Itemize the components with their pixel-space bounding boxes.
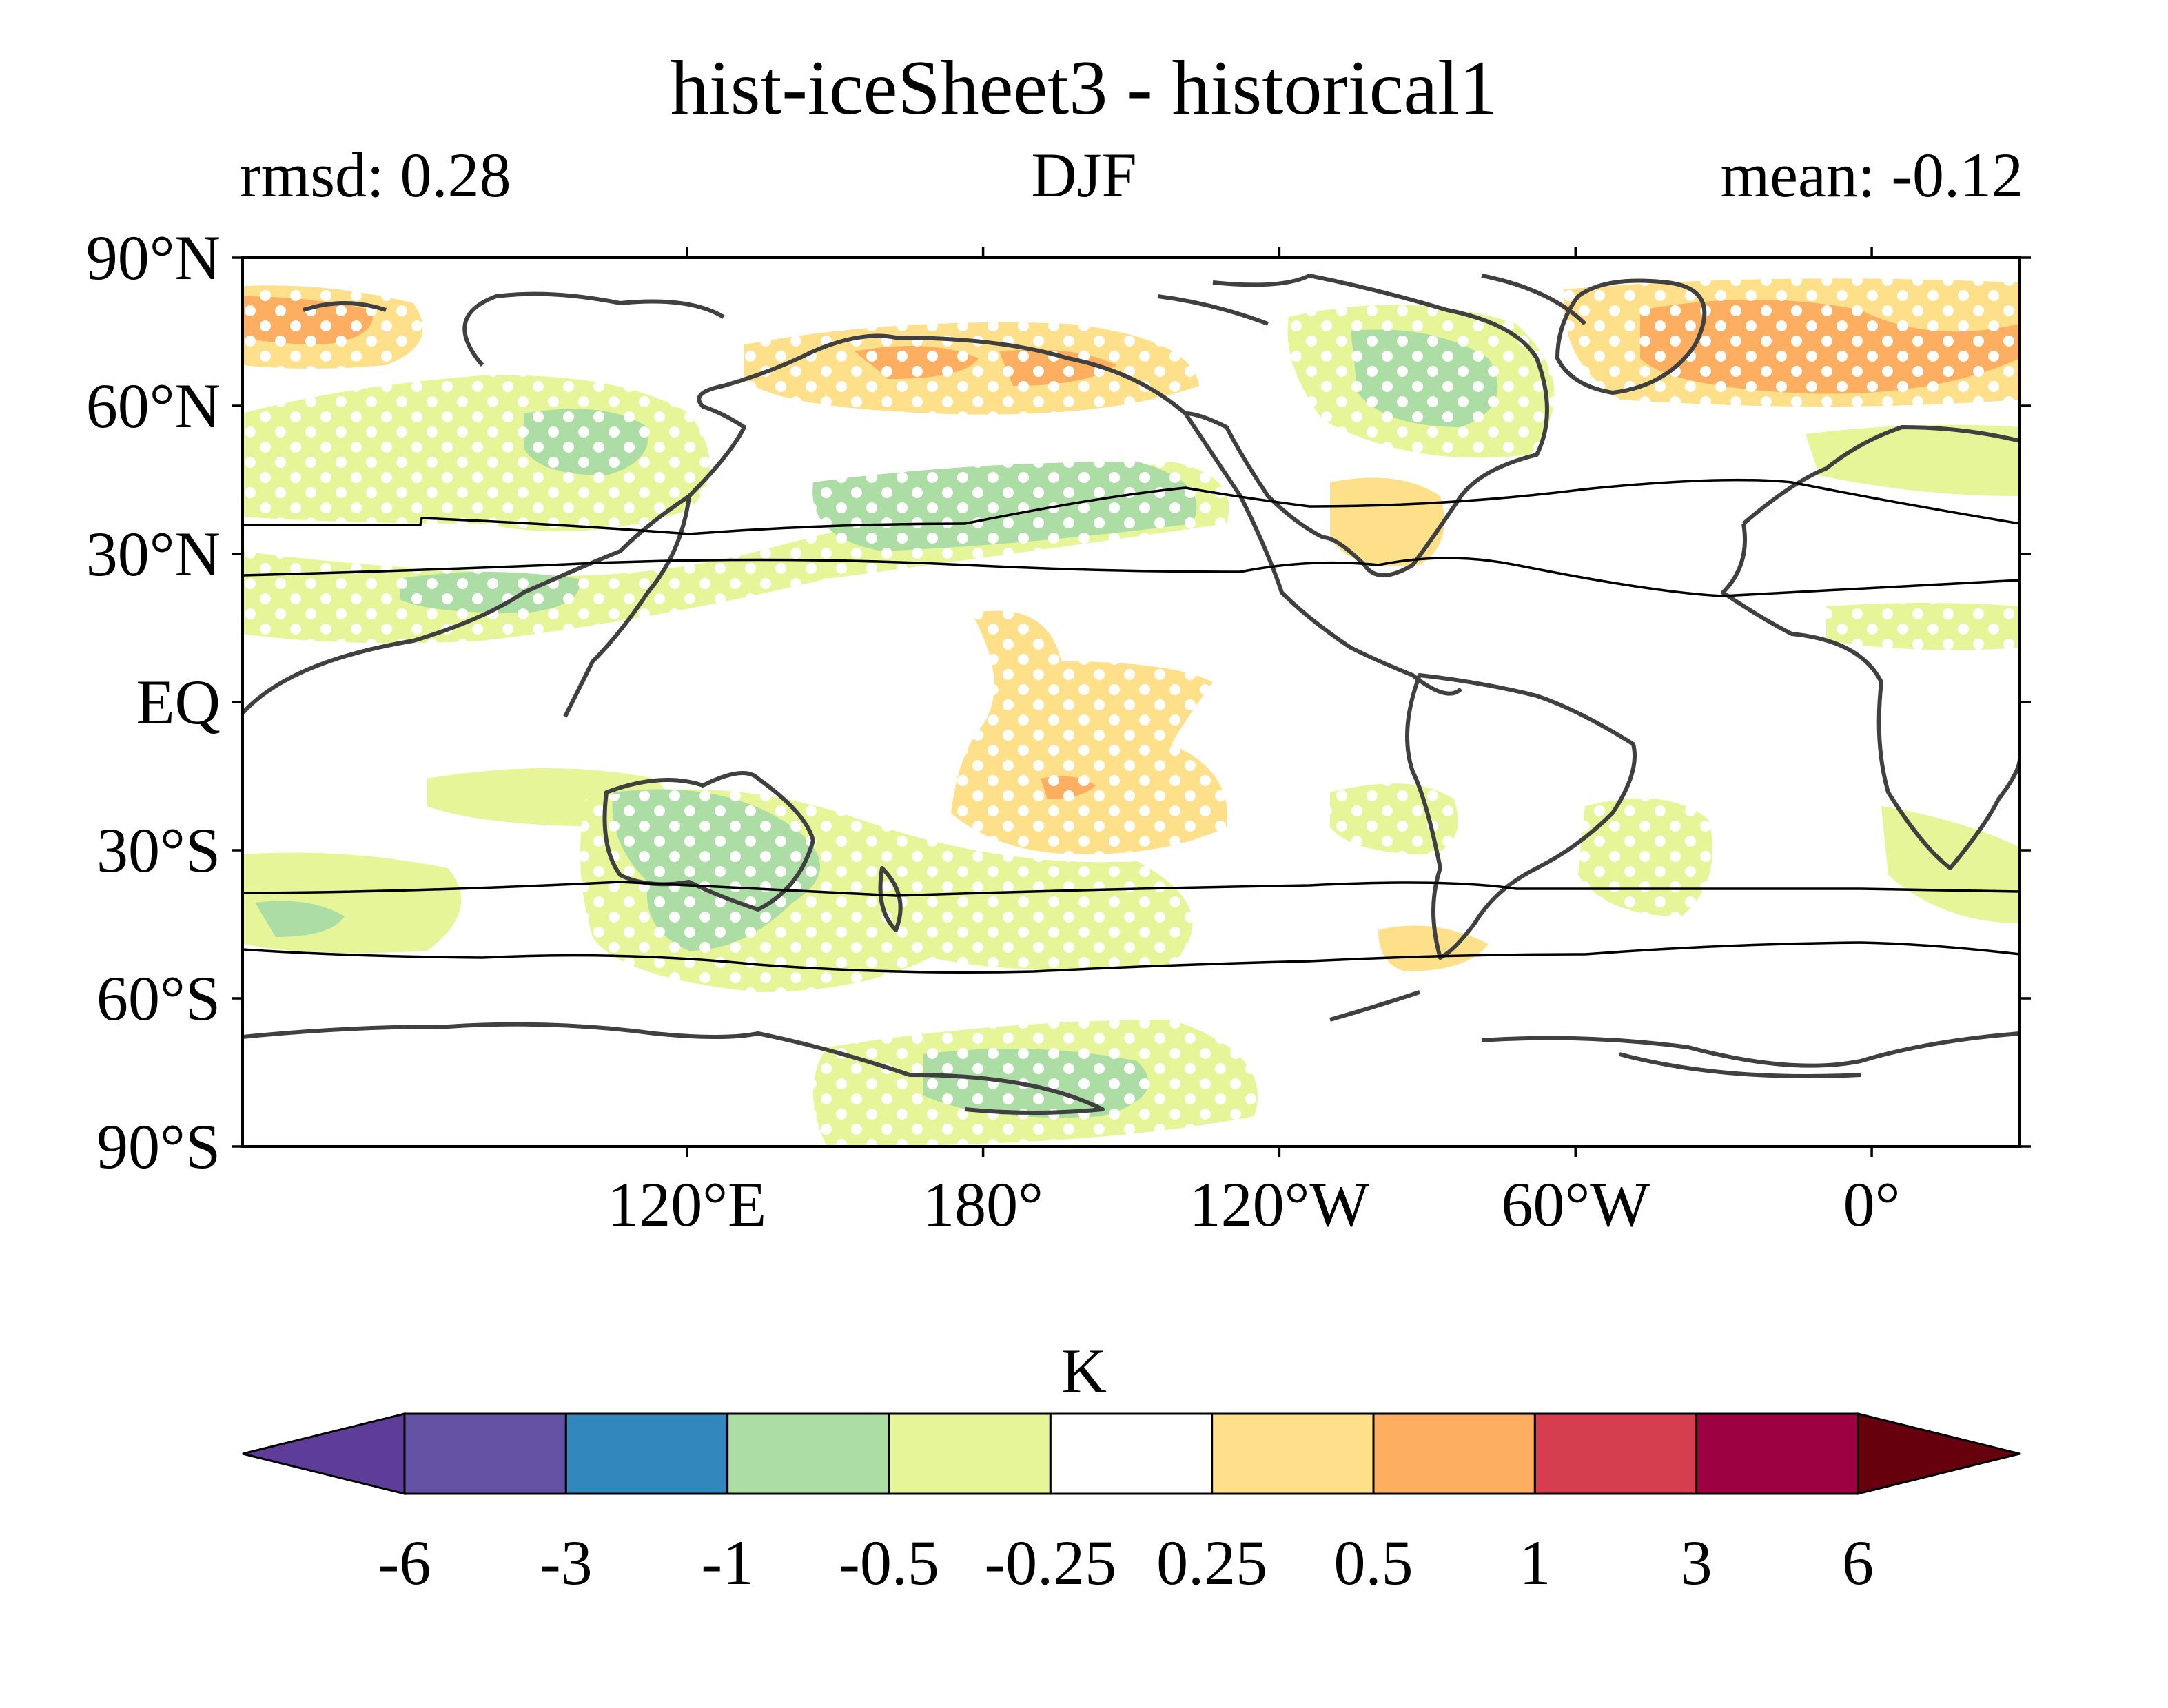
- lat-tick-label: 30°S: [96, 815, 221, 885]
- map-title: hist-iceSheet3 - historical1: [670, 45, 1498, 131]
- colorbar-bin: [1533, 1412, 1698, 1495]
- lon-tick-label: 120°W: [1189, 1169, 1370, 1239]
- lat-tick-label: 90°N: [85, 223, 221, 293]
- colorbar-bin: [1372, 1412, 1536, 1495]
- mean-label: mean: -0.12: [1720, 140, 2023, 210]
- colorbar-tick-label: -6: [378, 1527, 431, 1598]
- lat-tick-label: EQ: [136, 667, 221, 737]
- coastlines: [243, 274, 2020, 1115]
- colorbar-tick-label: -3: [540, 1527, 593, 1598]
- colorbar-tick-label: -0.25: [984, 1527, 1117, 1598]
- colorbar-tick-label: -0.5: [839, 1527, 939, 1598]
- colorbar-bin: [1695, 1412, 1859, 1495]
- significance-stippling: [243, 278, 2020, 1146]
- lon-tick-label: 180°: [923, 1169, 1043, 1239]
- colorbar-bin: [1049, 1412, 1214, 1495]
- colorbar-bin: [888, 1412, 1052, 1495]
- lat-tick-label: 60°N: [85, 371, 221, 441]
- lon-tick-label: 120°E: [607, 1169, 767, 1239]
- colorbar-tick-label: 3: [1680, 1527, 1712, 1598]
- colorbar-tick-label: 0.5: [1333, 1527, 1413, 1598]
- lon-tick-label: 60°W: [1501, 1169, 1650, 1239]
- colorbar-tick-label: 6: [1842, 1527, 1874, 1598]
- lat-tick-label: 90°S: [96, 1111, 221, 1182]
- colorbar-tick-label: 1: [1519, 1527, 1551, 1598]
- colorbar-bin: [1211, 1412, 1375, 1495]
- colorbar-bin: [564, 1412, 729, 1495]
- rmsd-label: rmsd: 0.28: [240, 140, 511, 210]
- colorbar-bin: [726, 1412, 890, 1495]
- colorbar: [242, 1412, 2021, 1495]
- colorbar-unit-label: K: [1061, 1336, 1107, 1406]
- axis-ticks: [232, 247, 2031, 1157]
- lat-tick-label: 60°S: [96, 963, 221, 1033]
- colorbar-tick-label: -1: [701, 1527, 754, 1598]
- season-label: DJF: [1031, 140, 1137, 210]
- colorbar-extend-low: [242, 1412, 406, 1495]
- colorbar-bin: [403, 1412, 567, 1495]
- lon-tick-label: 0°: [1843, 1169, 1901, 1239]
- contour-lines: [243, 478, 2020, 974]
- colorbar-extend-high: [1857, 1412, 2021, 1495]
- anomaly-field: [243, 274, 2020, 1146]
- colorbar-tick-label: 0.25: [1156, 1527, 1268, 1598]
- lat-tick-label: 30°N: [85, 519, 221, 589]
